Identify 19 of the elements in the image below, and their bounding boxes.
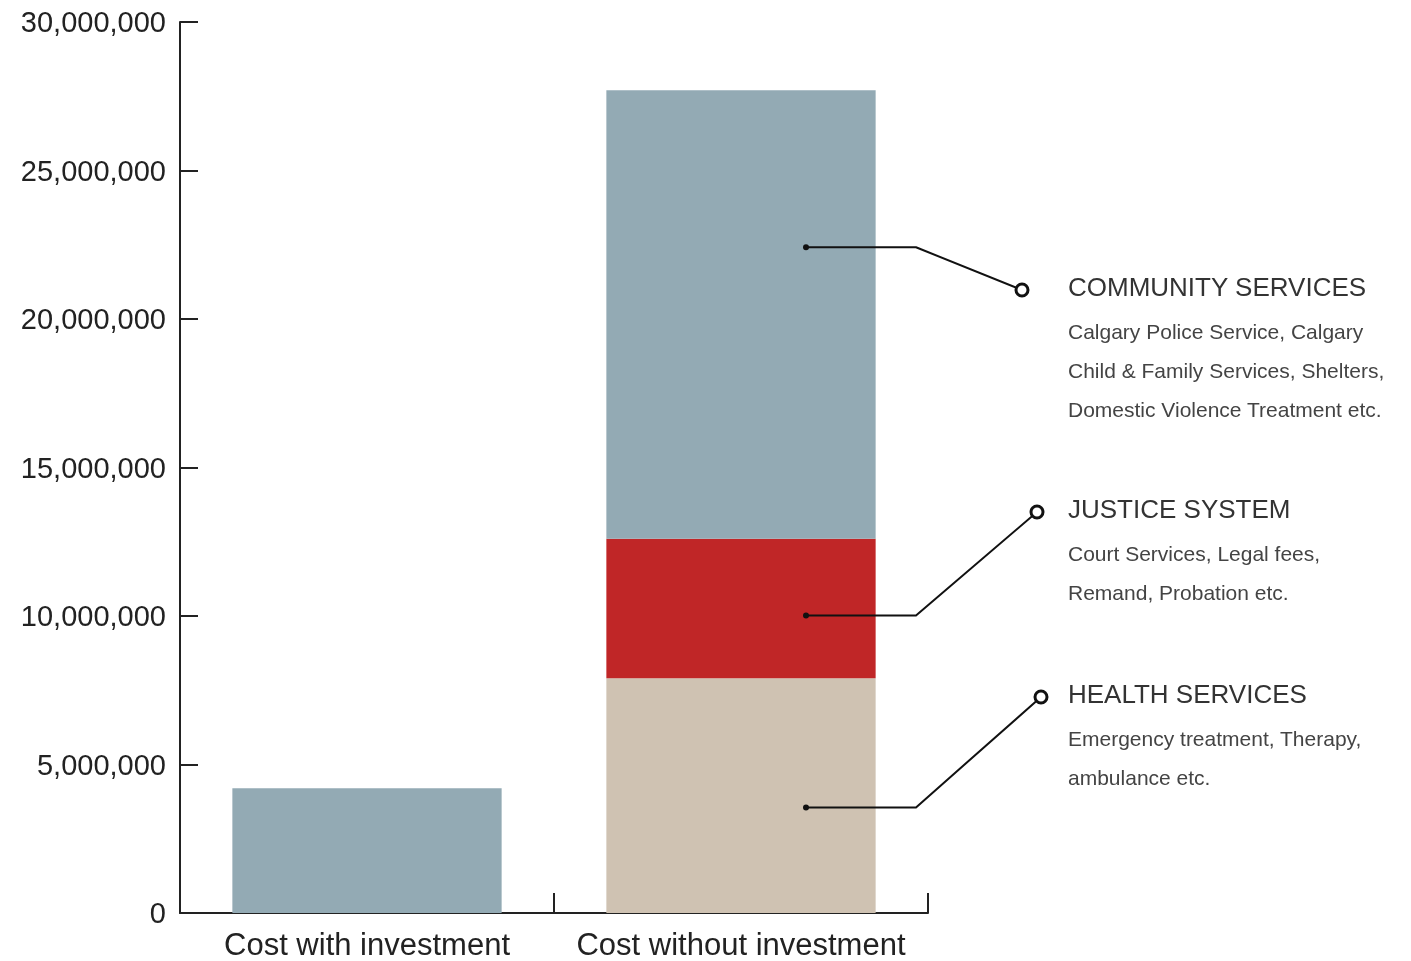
bar — [606, 538, 876, 679]
y-tick-label: 5,000,000 — [36, 748, 166, 781]
bar — [232, 788, 502, 913]
text: COMMUNITY SERVICES — [1068, 272, 1367, 302]
bar — [606, 678, 876, 913]
text: HEALTH SERVICES — [1068, 679, 1307, 709]
y-tick-label: 30,000,000 — [20, 6, 166, 38]
y-tick-label: 20,000,000 — [20, 303, 166, 335]
text: JUSTICE SYSTEM — [1068, 494, 1291, 524]
text: Calgary Police Service, Calgary Child & Family Services, Shelters, Domestic Violence Treatment etc. — [1068, 320, 1391, 421]
y-tick-label: 10,000,000 — [20, 600, 166, 632]
y-tick-label: 25,000,000 — [20, 154, 166, 187]
text: Emergency treatment, Therapy, ambulance etc. — [1068, 727, 1368, 789]
bar — [606, 90, 876, 539]
x-tick-label: Cost without investment — [576, 927, 906, 961]
x-tick-label: Cost with investment — [224, 927, 511, 961]
text: Court Services, Legal fees, Remand, Probation etc. — [1068, 542, 1326, 604]
y-tick-label: 0 — [149, 897, 166, 929]
y-tick-label: 15,000,000 — [20, 451, 166, 484]
